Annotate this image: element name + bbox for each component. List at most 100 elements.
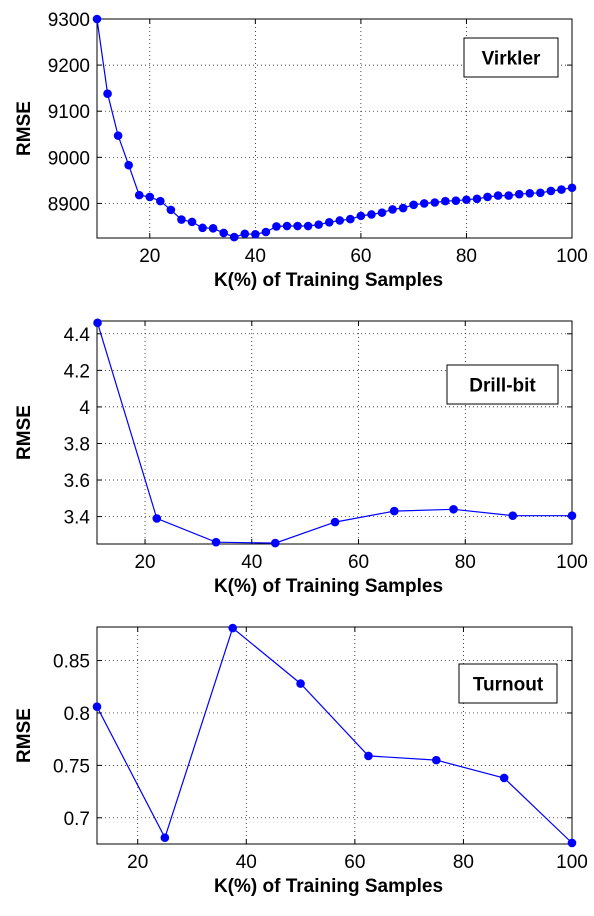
legend-box [458, 663, 558, 704]
x-tick-label: 60 [344, 852, 365, 873]
data-point [430, 198, 440, 207]
y-tick-label: 0.75 [53, 756, 90, 777]
y-tick-label: 9300 [48, 10, 90, 31]
x-axis-label: K(%) of Training Samples [214, 270, 443, 291]
x-tick-label: 100 [556, 552, 588, 573]
y-tick-label: 9200 [48, 56, 90, 77]
data-point [389, 506, 399, 516]
data-point [134, 190, 144, 200]
data-point [93, 318, 102, 328]
data-point [145, 192, 155, 202]
y-tick-label: 0.7 [64, 809, 90, 830]
data-point [441, 196, 450, 206]
data-point [208, 224, 218, 233]
data-point [377, 208, 387, 217]
x-tick-label: 80 [455, 552, 476, 573]
data-point [431, 755, 441, 765]
x-axis-label: K(%) of Training Samples [214, 876, 443, 897]
data-point [240, 229, 250, 239]
data-point [261, 227, 271, 237]
data-point [567, 511, 577, 520]
series-line [96, 18, 573, 238]
data-point [228, 623, 238, 633]
y-axis-label: RMSE [14, 101, 35, 156]
y-tick-label: 0.85 [53, 652, 90, 673]
data-point [330, 517, 340, 527]
x-tick-label: 100 [556, 246, 588, 267]
data-point [514, 189, 524, 199]
y-axis-label: RMSE [14, 708, 35, 763]
data-point [388, 205, 397, 214]
data-point [124, 160, 133, 170]
y-tick-label: 9000 [48, 148, 90, 169]
plot-area-frame [96, 626, 573, 845]
data-point [567, 838, 577, 848]
legend-label: Virkler [482, 49, 541, 70]
y-tick-label: 4 [79, 398, 90, 419]
data-point [187, 217, 197, 227]
data-point [499, 773, 509, 783]
legend-box [446, 364, 559, 405]
chart-panel-1: 20 40 60 80 100 8900 9000 9100 9200 9300 K(%) of T… [14, 10, 588, 291]
series-line [96, 322, 572, 544]
data-point [335, 216, 345, 225]
legend-label: Turnout [473, 675, 544, 696]
data-point [324, 218, 334, 227]
data-point [282, 221, 292, 231]
chart-panel-2: 20 40 60 80 100 3.4 3.6 3.8 4 4.2 4.4 K(%) of Train… [14, 318, 588, 597]
data-point [462, 195, 471, 205]
data-point [166, 205, 176, 215]
data-point [219, 228, 228, 238]
legend-label: Drill-bit [469, 376, 536, 397]
data-point [451, 196, 461, 205]
data-point [364, 751, 373, 761]
x-tick-label: 80 [453, 852, 474, 873]
data-point [536, 188, 545, 198]
y-axis-label: RMSE [14, 405, 35, 460]
data-point [419, 199, 429, 208]
data-point [229, 232, 239, 242]
x-tick-label: 20 [134, 552, 155, 573]
data-point [567, 183, 577, 193]
data-point [557, 185, 566, 194]
plot-area-frame [96, 320, 573, 545]
data-point [303, 221, 313, 231]
plot-area-frame [96, 18, 573, 239]
data-point [493, 191, 503, 200]
x-tick-label: 40 [236, 852, 257, 873]
data-point [211, 537, 221, 547]
data-point [398, 203, 408, 213]
chart-panel-3: 20 40 60 80 100 0.7 0.75 0.8 0.85 K(%) of Trainin… [14, 623, 588, 897]
y-tick-label: 0.8 [64, 704, 90, 725]
data-point [113, 131, 123, 140]
x-axis-label: K(%) of Training Samples [214, 576, 443, 597]
data-point [198, 223, 207, 233]
data-point [367, 210, 376, 219]
y-tick-label: 8900 [48, 194, 90, 215]
data-point [160, 833, 170, 843]
legend-box [463, 37, 559, 78]
y-tick-label: 3.4 [64, 508, 91, 529]
data-point [504, 191, 513, 200]
data-point [314, 220, 323, 229]
data-point [272, 222, 281, 231]
data-point [177, 215, 186, 224]
data-point [251, 230, 260, 239]
y-tick-label: 9100 [48, 102, 90, 123]
data-point [156, 196, 165, 206]
data-point [546, 186, 556, 196]
y-tick-label: 3.8 [64, 434, 90, 455]
data-point [508, 511, 518, 520]
data-point [296, 679, 305, 688]
data-point [92, 702, 102, 711]
data-point [525, 188, 535, 198]
x-tick-label: 100 [556, 852, 588, 873]
x-tick-label: 80 [456, 246, 477, 267]
x-tick-label: 20 [139, 246, 160, 267]
y-tick-label: 4.4 [64, 325, 91, 346]
y-tick-label: 4.2 [64, 361, 90, 382]
data-point [293, 221, 302, 231]
data-point [103, 89, 112, 98]
x-tick-label: 60 [348, 552, 369, 573]
